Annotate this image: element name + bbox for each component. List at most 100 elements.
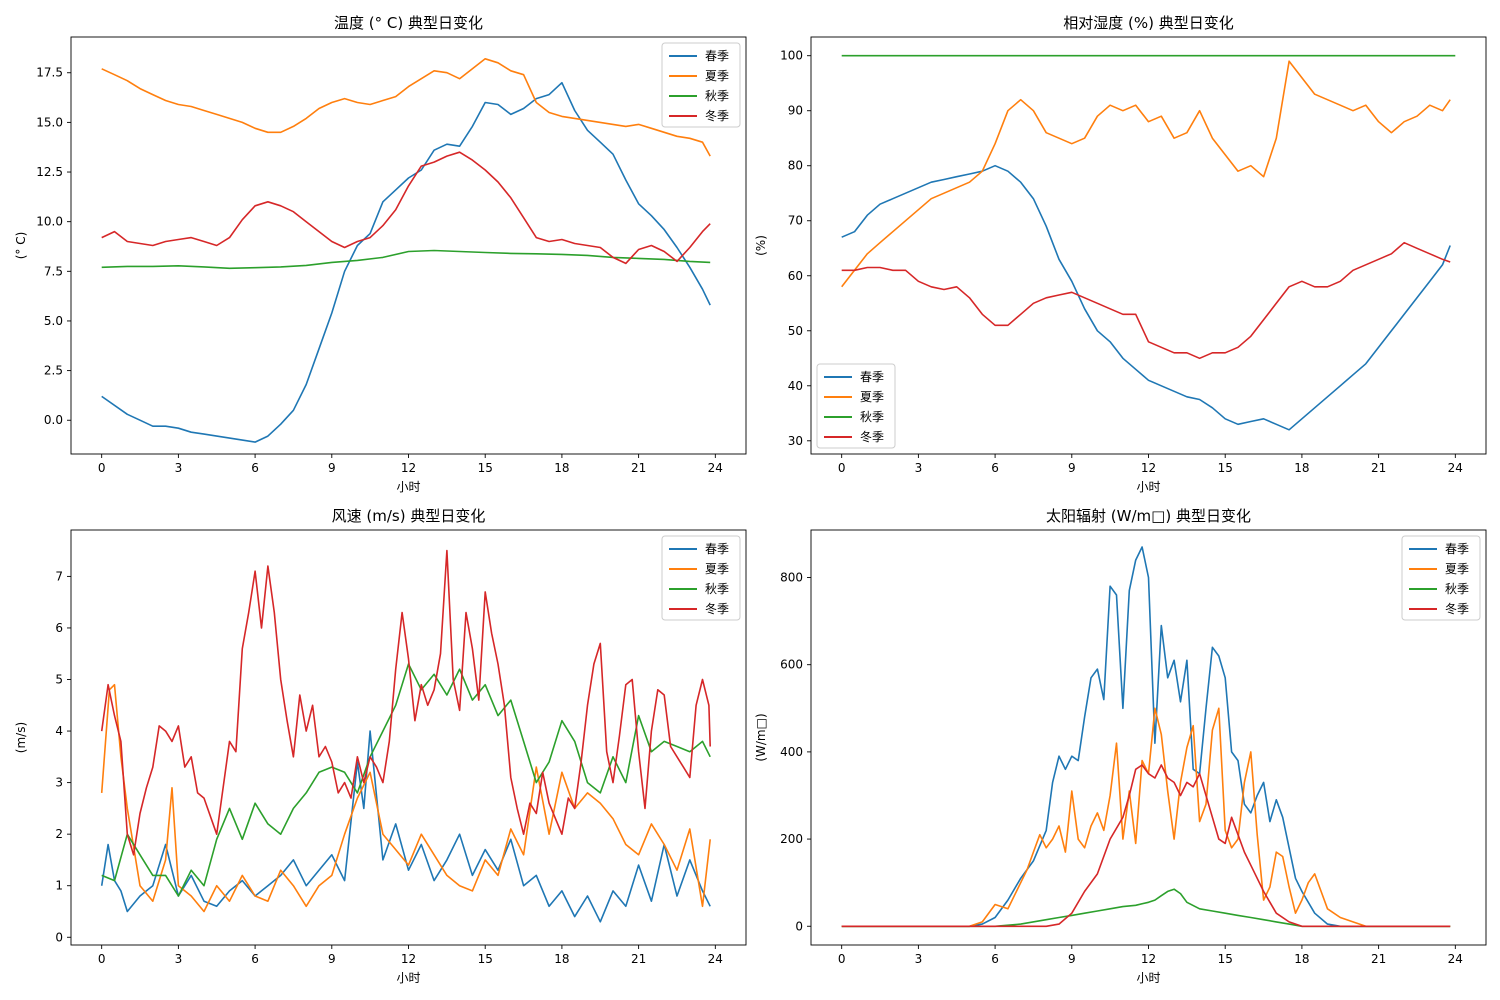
y-axis-label: (W/m□)	[754, 713, 768, 761]
x-tick-label-0: 0	[838, 952, 846, 966]
x-tick-label-21: 21	[631, 952, 646, 966]
x-tick-label-12: 12	[401, 952, 416, 966]
legend-box	[661, 42, 741, 128]
x-axis-label: 小时	[396, 480, 420, 494]
chart-panel-2: 0 3 6 9 12 15 18 21 24 30 40 50 60 70 80 90 100 相对湿度 (%) …	[754, 14, 1487, 494]
legend-label-3: 秋季	[705, 582, 729, 596]
series-group	[841, 546, 1451, 928]
series-line-4	[101, 151, 711, 265]
x-tick-label-15: 15	[478, 461, 493, 475]
legend-label-2: 夏季	[1445, 562, 1469, 576]
legend-label-4: 冬季	[705, 108, 729, 123]
y-tick-label-0: 0	[55, 930, 63, 944]
x-tick-label-18: 18	[1294, 952, 1309, 966]
legend-label-1: 春季	[705, 542, 729, 556]
legend-label-1: 春季	[860, 370, 884, 384]
y-tick-label-2-5: 2.5	[44, 364, 63, 378]
x-tick-label-6: 6	[991, 952, 999, 966]
chart-title: 温度 (° C) 典型日变化	[334, 14, 483, 32]
chart-panel-1: 0 3 6 9 12 15 18 21 24 0.0 2.5 5.0 7.5 10.0 12.5 15.0 17…	[14, 14, 747, 494]
x-tick-label-24: 24	[708, 952, 723, 966]
y-tick-label-5-0: 5.0	[44, 314, 63, 328]
x-tick-label-3: 3	[915, 952, 923, 966]
x-tick-label-21: 21	[1371, 461, 1386, 475]
series-line-2	[841, 707, 1451, 928]
chart-title: 太阳辐射 (W/m□) 典型日变化	[1046, 507, 1251, 525]
y-tick-label-7-5: 7.5	[44, 264, 63, 278]
x-tick-label-3: 3	[175, 952, 183, 966]
plot-frame	[810, 36, 1487, 455]
series-group	[841, 54, 1456, 431]
y-tick-label-15-0: 15.0	[36, 115, 63, 129]
y-axis-label: (m/s)	[14, 722, 28, 753]
x-tick-label-9: 9	[1068, 461, 1076, 475]
series-line-1	[101, 81, 711, 443]
x-tick-label-12: 12	[1141, 952, 1156, 966]
y-tick-label-7: 7	[55, 569, 63, 583]
legend-label-1: 春季	[705, 49, 729, 63]
x-tick-label-6: 6	[251, 461, 259, 475]
legend-label-4: 冬季	[705, 601, 729, 616]
x-tick-label-6: 6	[991, 461, 999, 475]
y-axis-label: (° C)	[14, 232, 28, 260]
y-tick-label-3: 3	[55, 776, 63, 790]
chart-title: 风速 (m/s) 典型日变化	[332, 507, 486, 525]
y-tick-label-80: 80	[788, 159, 803, 173]
series-line-4	[841, 241, 1451, 360]
y-tick-label-12-5: 12.5	[36, 165, 63, 179]
series-group	[101, 57, 711, 443]
y-tick-label-5: 5	[55, 673, 63, 687]
series-group	[100, 549, 711, 923]
legend-box	[661, 535, 741, 621]
x-tick-label-24: 24	[708, 461, 723, 475]
legend-box	[816, 363, 896, 449]
y-tick-label-17-5: 17.5	[36, 66, 63, 80]
series-line-4	[100, 549, 711, 856]
x-tick-label-9: 9	[1068, 952, 1076, 966]
chart-title: 相对湿度 (%) 典型日变化	[1063, 14, 1234, 32]
y-tick-label-90: 90	[788, 104, 803, 118]
x-tick-label-0: 0	[838, 461, 846, 475]
legend-label-3: 秋季	[705, 89, 729, 103]
y-tick-label-30: 30	[788, 434, 803, 448]
legend-label-2: 夏季	[705, 69, 729, 83]
x-tick-label-21: 21	[631, 461, 646, 475]
x-tick-label-9: 9	[328, 952, 336, 966]
y-tick-label-50: 50	[788, 324, 803, 338]
series-line-2	[100, 683, 711, 913]
x-tick-label-18: 18	[1294, 461, 1309, 475]
y-tick-label-0-0: 0.0	[44, 413, 63, 427]
x-tick-label-12: 12	[1141, 461, 1156, 475]
legend-label-4: 冬季	[860, 429, 884, 444]
y-tick-label-600: 600	[780, 658, 803, 672]
x-tick-label-24: 24	[1448, 952, 1463, 966]
y-tick-label-800: 800	[780, 571, 803, 585]
x-axis-label: 小时	[1136, 480, 1160, 494]
series-line-2	[101, 57, 711, 157]
series-line-1	[841, 164, 1451, 431]
y-tick-label-70: 70	[788, 214, 803, 228]
y-tick-label-0: 0	[795, 919, 803, 933]
legend-label-3: 秋季	[1445, 582, 1469, 596]
x-axis-label: 小时	[1136, 971, 1160, 985]
legend-box	[1401, 535, 1481, 621]
x-tick-label-15: 15	[1218, 952, 1233, 966]
y-axis-label: (%)	[754, 235, 768, 256]
x-tick-label-18: 18	[554, 461, 569, 475]
chart-panel-4: 0 3 6 9 12 15 18 21 24 0 200 400 600 800 太阳辐射 (W/m□) 典…	[754, 507, 1487, 985]
y-tick-label-1: 1	[55, 879, 63, 893]
x-tick-label-15: 15	[478, 952, 493, 966]
y-tick-label-400: 400	[780, 745, 803, 759]
y-tick-label-10-0: 10.0	[36, 215, 63, 229]
x-axis-label: 小时	[396, 971, 420, 985]
x-tick-label-12: 12	[401, 461, 416, 475]
series-line-4	[841, 764, 1451, 928]
legend-label-1: 春季	[1445, 542, 1469, 556]
series-line-1	[100, 730, 711, 923]
x-tick-label-3: 3	[175, 461, 183, 475]
